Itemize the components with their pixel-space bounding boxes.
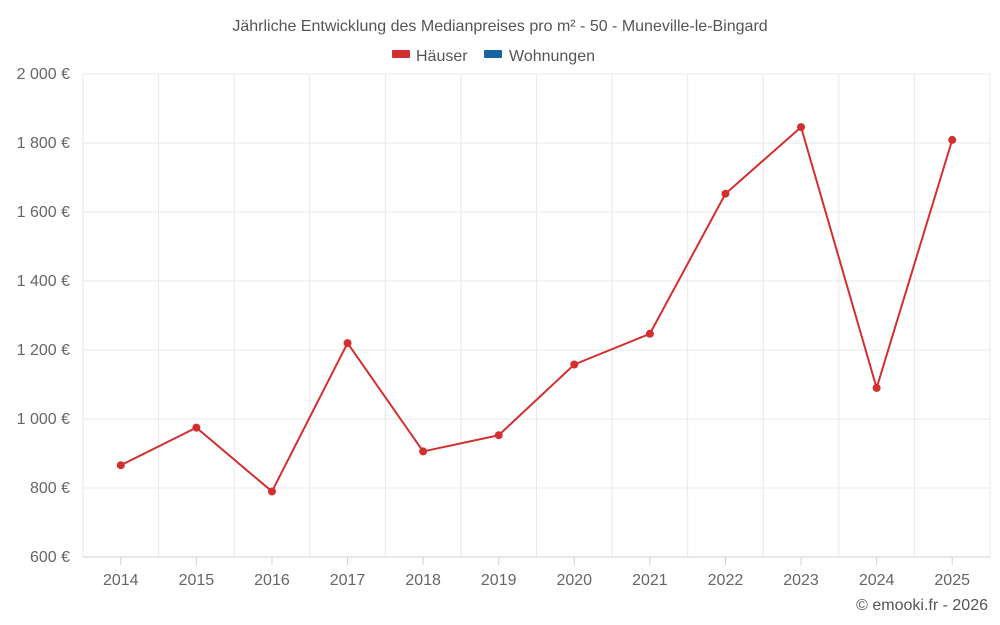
- legend: Häuser Wohnungen: [392, 48, 595, 65]
- data-point[interactable]: [419, 447, 428, 456]
- data-point[interactable]: [721, 189, 730, 198]
- y-tick-label: 2 000 €: [17, 66, 70, 83]
- y-tick-label: 1 000 €: [17, 411, 70, 428]
- data-point[interactable]: [570, 360, 579, 369]
- x-tick-label: 2023: [783, 572, 819, 589]
- x-axis: 2014 2015 2016 2017 2018 2019 2020 2021 2022 2023…: [83, 556, 990, 589]
- x-tick-label: 2014: [103, 572, 139, 589]
- data-point[interactable]: [343, 339, 352, 348]
- legend-swatch-wohnungen: [484, 50, 502, 58]
- data-point[interactable]: [872, 383, 881, 392]
- data-point[interactable]: [192, 423, 201, 432]
- data-point[interactable]: [494, 431, 503, 440]
- y-tick-label: 800 €: [30, 480, 70, 497]
- x-tick-label: 2016: [254, 572, 290, 589]
- x-tick-label: 2020: [556, 572, 592, 589]
- series: [116, 123, 957, 496]
- legend-swatch-haeuser: [392, 50, 410, 58]
- data-point[interactable]: [116, 461, 125, 470]
- data-point[interactable]: [645, 329, 654, 338]
- y-tick-label: 1 800 €: [17, 135, 70, 152]
- y-tick-label: 1 600 €: [17, 204, 70, 221]
- x-tick-label: 2024: [859, 572, 895, 589]
- grid: [82, 73, 991, 557]
- y-tick-label: 1 400 €: [17, 273, 70, 290]
- y-axis: 600 € 800 € 1 000 € 1 200 € 1 400 € 1 600 € 1 …: [17, 66, 70, 566]
- data-point[interactable]: [797, 123, 806, 132]
- x-tick-label: 2022: [708, 572, 744, 589]
- x-tick-label: 2017: [330, 572, 366, 589]
- series-line-0: [120, 126, 954, 493]
- legend-label-wohnungen[interactable]: Wohnungen: [509, 48, 595, 65]
- chart-title: Jährliche Entwicklung des Medianpreises …: [232, 18, 767, 35]
- x-tick-label: 2018: [405, 572, 441, 589]
- x-tick-label: 2019: [481, 572, 517, 589]
- x-tick-label: 2021: [632, 572, 668, 589]
- x-tick-label: 2025: [934, 572, 970, 589]
- legend-label-haeuser[interactable]: Häuser: [416, 48, 468, 65]
- credit-text: © emooki.fr - 2026: [856, 597, 988, 614]
- y-tick-label: 600 €: [30, 549, 70, 566]
- data-point[interactable]: [948, 135, 957, 144]
- y-tick-label: 1 200 €: [17, 342, 70, 359]
- data-point[interactable]: [267, 487, 276, 496]
- x-tick-label: 2015: [179, 572, 215, 589]
